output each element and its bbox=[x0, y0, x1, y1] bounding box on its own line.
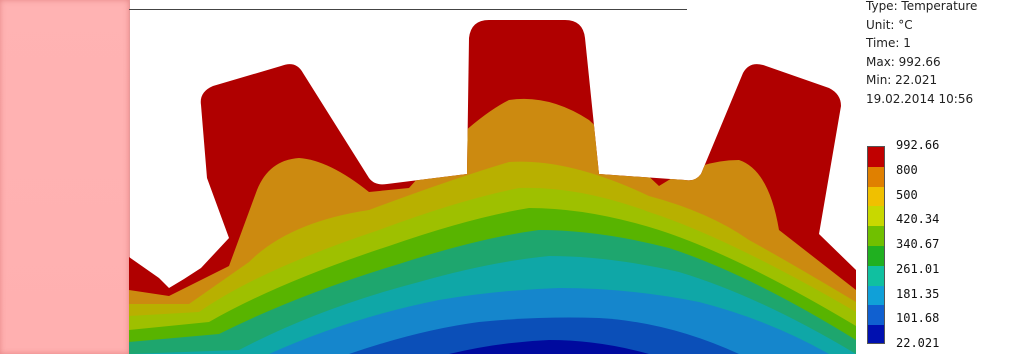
legend-swatch bbox=[868, 206, 884, 227]
legend-swatch bbox=[868, 325, 884, 343]
result-info: Type: Temperature Unit: °C Time: 1 Max: … bbox=[866, 0, 1026, 108]
info-date: 19.02.2014 10:56 bbox=[866, 91, 974, 106]
legend-label: 992.66 bbox=[896, 138, 940, 152]
legend-label: 420.34 bbox=[896, 212, 940, 227]
legend-label: 22.021 bbox=[896, 336, 940, 350]
contour-band-9 bbox=[449, 340, 649, 354]
info-time: Time: 1 bbox=[866, 36, 911, 50]
legend-swatch bbox=[868, 265, 884, 286]
top-rule bbox=[129, 9, 687, 10]
legend-label: 261.01 bbox=[896, 261, 940, 276]
legend-swatch bbox=[868, 285, 884, 306]
info-unit: Unit: °C bbox=[866, 17, 913, 32]
legend-color-bar bbox=[867, 146, 885, 344]
side-panel bbox=[0, 0, 130, 354]
legend-swatch bbox=[868, 226, 884, 246]
legend-label: 340.67 bbox=[896, 237, 940, 251]
legend-label: 800 bbox=[896, 162, 918, 177]
info-max: Max: 992.66 bbox=[866, 54, 941, 69]
legend-label: 101.68 bbox=[896, 311, 940, 326]
legend-swatch bbox=[868, 305, 884, 326]
info-type: Type: Temperature bbox=[866, 0, 978, 13]
legend-label: 500 bbox=[896, 187, 918, 202]
legend-label: 181.35 bbox=[896, 286, 940, 301]
contour-band-8 bbox=[349, 317, 739, 354]
legend-swatch bbox=[868, 186, 884, 207]
gear-temperature-contour bbox=[129, 20, 856, 354]
legend-swatch bbox=[868, 147, 884, 167]
legend-swatch bbox=[868, 166, 884, 187]
info-min: Min: 22.021 bbox=[866, 73, 938, 87]
gear-body bbox=[129, 20, 856, 354]
fea-viewport[interactable] bbox=[129, 0, 856, 354]
legend-swatch bbox=[868, 245, 884, 266]
